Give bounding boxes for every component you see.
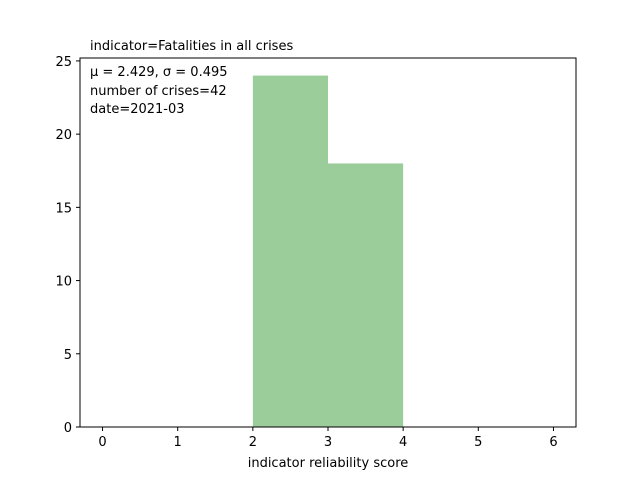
y-axis-ticks: 0 5 10 15 20 25 xyxy=(55,55,80,436)
chart-title: indicator=Fatalities in all crises xyxy=(90,39,293,54)
x-axis-ticks: 0 1 2 3 4 5 6 xyxy=(98,427,558,450)
x-tick-label: 0 xyxy=(98,435,106,450)
x-tick-label: 3 xyxy=(324,435,332,450)
x-tick-label: 6 xyxy=(549,435,557,450)
y-tick-label: 5 xyxy=(64,348,72,363)
x-axis-label: indicator reliability score xyxy=(248,456,409,471)
y-tick-label: 20 xyxy=(55,128,72,143)
y-tick-label: 25 xyxy=(55,55,72,70)
histogram-bar xyxy=(252,75,328,428)
histogram-bar xyxy=(328,163,404,427)
bars-group xyxy=(252,75,404,428)
x-tick-label: 4 xyxy=(399,435,407,450)
y-tick-label: 10 xyxy=(55,275,72,290)
x-tick-label: 2 xyxy=(249,435,257,450)
date-annotation: date=2021-03 xyxy=(90,102,185,117)
x-tick-label: 5 xyxy=(474,435,482,450)
stats-annotation: μ = 2.429, σ = 0.495 xyxy=(90,65,228,80)
y-tick-label: 0 xyxy=(64,421,72,436)
count-annotation: number of crises=42 xyxy=(90,84,227,99)
y-tick-label: 15 xyxy=(55,201,72,216)
x-tick-label: 1 xyxy=(174,435,182,450)
